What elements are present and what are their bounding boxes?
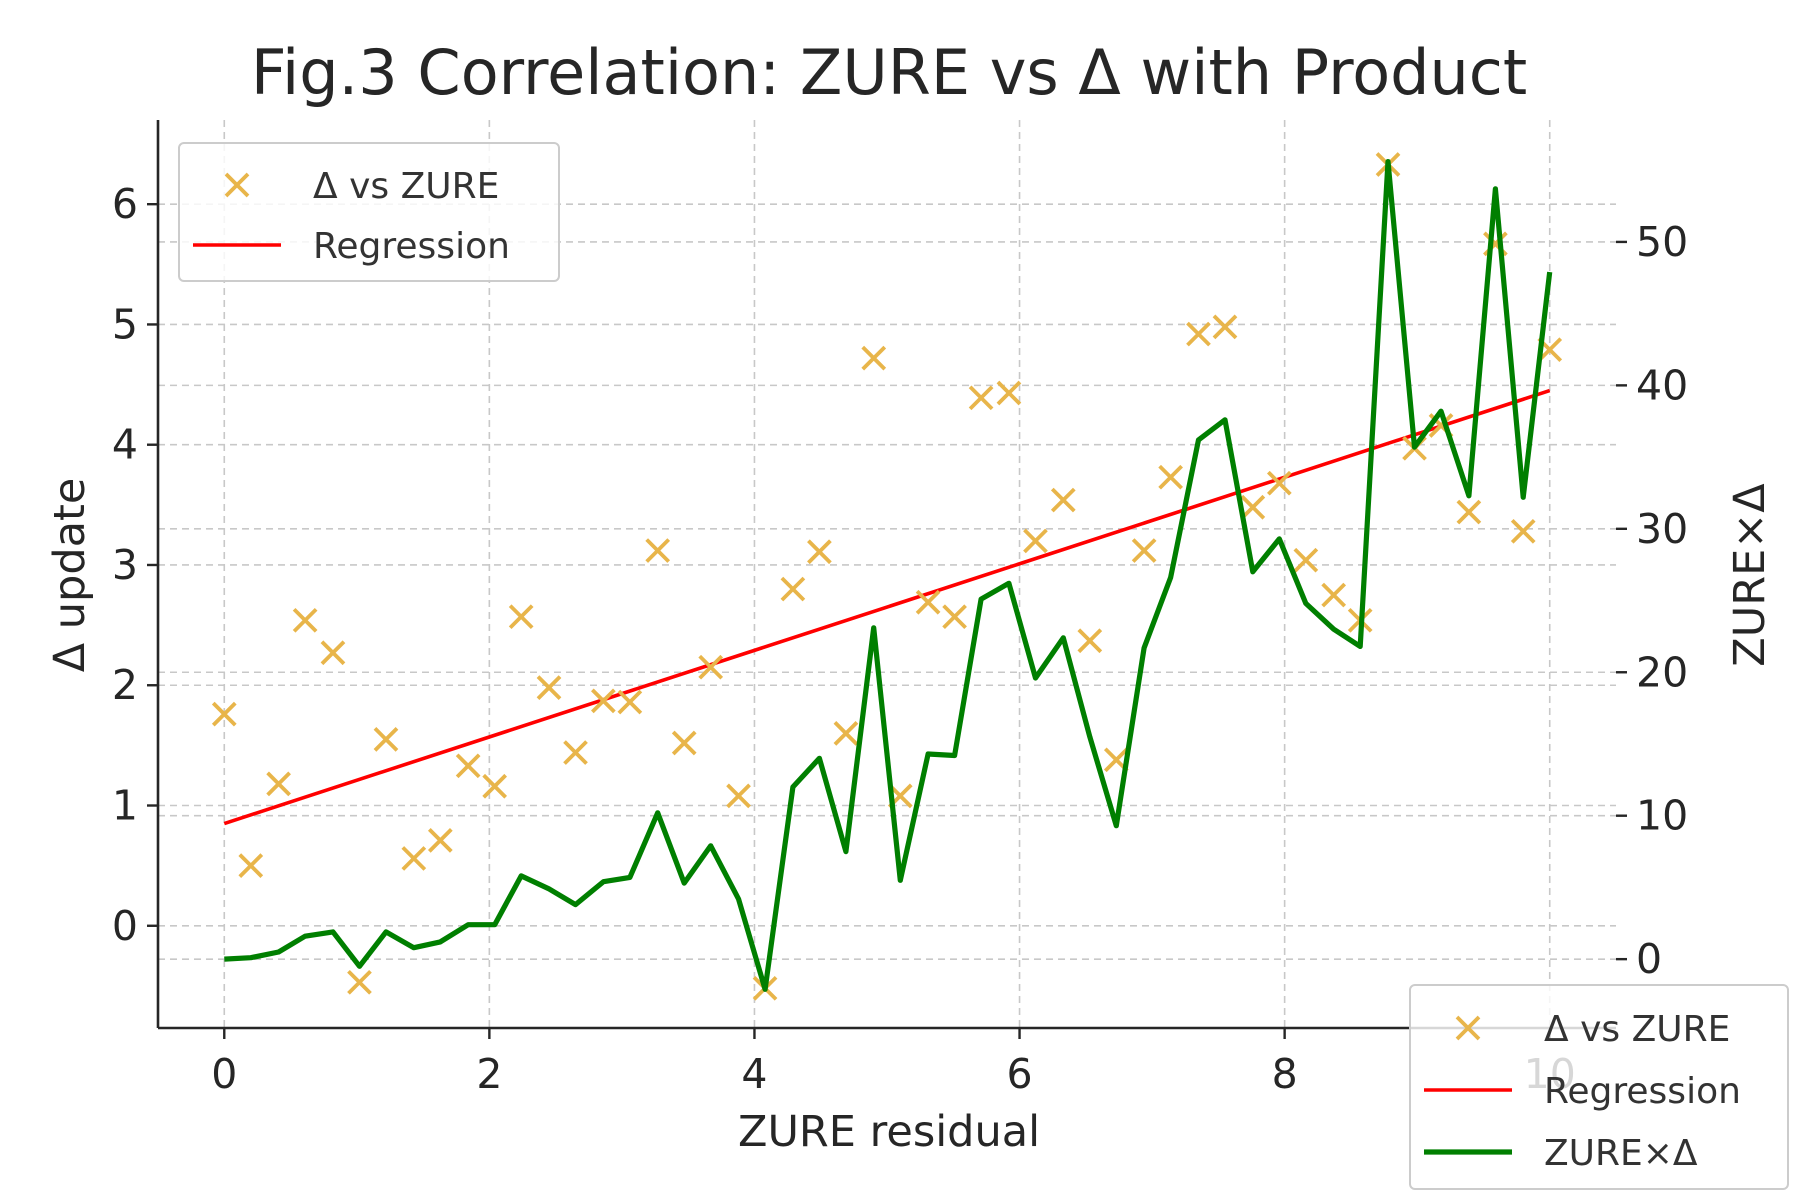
y-tick-label: 3 bbox=[112, 541, 138, 589]
y2-tick-label: 40 bbox=[1636, 361, 1688, 409]
axis-ticks: 0246810012345601020304050 bbox=[112, 180, 1688, 1098]
legend-label: Δ vs ZURE bbox=[313, 166, 499, 207]
scatter-point bbox=[1510, 518, 1536, 544]
scatter-point bbox=[427, 828, 453, 853]
y2-tick-label: 30 bbox=[1636, 505, 1688, 553]
regression-layer bbox=[223, 388, 1551, 826]
scatter-point bbox=[563, 740, 588, 765]
y2-tick-label: 50 bbox=[1636, 218, 1688, 266]
scatter-point bbox=[1321, 582, 1347, 608]
scatter-point bbox=[266, 771, 291, 797]
y-tick-label: 5 bbox=[112, 300, 138, 348]
scatter-point bbox=[1266, 470, 1292, 496]
chart-title: Fig.3 Correlation: ZURE vs Δ with Produc… bbox=[251, 36, 1527, 109]
product-line bbox=[224, 159, 1553, 992]
legend-marker-scatter bbox=[224, 172, 250, 198]
regression-line bbox=[223, 388, 1551, 826]
scatter-point bbox=[536, 675, 562, 700]
legend-label: Regression bbox=[313, 226, 510, 267]
y2-tick-label: 10 bbox=[1636, 792, 1688, 840]
x-tick-label: 0 bbox=[211, 1050, 237, 1098]
scatter-point bbox=[617, 689, 643, 715]
y-tick-label: 2 bbox=[112, 661, 138, 709]
scatter-point bbox=[1077, 628, 1103, 654]
x-axis-label: ZURE residual bbox=[738, 1107, 1040, 1157]
legend-box bbox=[1409, 984, 1789, 1190]
x-tick-label: 4 bbox=[741, 1050, 767, 1098]
scatter-point bbox=[645, 538, 671, 563]
scatter-point bbox=[996, 380, 1022, 406]
scatter-point bbox=[1240, 494, 1266, 520]
scatter-point bbox=[373, 727, 399, 752]
scatter-point bbox=[861, 345, 887, 371]
scatter-point bbox=[482, 773, 508, 799]
scatter-point bbox=[915, 589, 941, 615]
scatter-point bbox=[320, 640, 346, 666]
legend-label: ZURE×Δ bbox=[1544, 1133, 1698, 1174]
scatter-point bbox=[401, 846, 427, 871]
scatter-point bbox=[1456, 499, 1482, 525]
x-tick-label: 6 bbox=[1006, 1050, 1032, 1098]
scatter-point bbox=[1131, 538, 1157, 563]
scatter-point bbox=[238, 853, 264, 878]
scatter-point bbox=[347, 969, 372, 995]
legend-marker-scatter bbox=[1455, 1015, 1481, 1041]
scatter-point bbox=[591, 688, 616, 714]
scatter-point bbox=[508, 604, 534, 630]
scatter-point bbox=[455, 753, 481, 779]
scatter-point bbox=[726, 783, 751, 809]
scatter-point bbox=[671, 730, 697, 756]
product-line-layer bbox=[224, 159, 1553, 992]
scatter-point bbox=[942, 604, 967, 630]
scatter-point bbox=[807, 539, 832, 565]
y-tick-label: 6 bbox=[112, 180, 138, 228]
scatter-point bbox=[1158, 464, 1183, 490]
legend-label: Regression bbox=[1544, 1071, 1741, 1112]
scatter-point bbox=[1293, 547, 1319, 573]
y-axis-label: Δ update bbox=[45, 478, 95, 673]
y-tick-label: 0 bbox=[112, 902, 138, 950]
y-tick-label: 1 bbox=[112, 782, 138, 830]
scatter-point bbox=[833, 721, 859, 746]
scatter-point bbox=[211, 701, 237, 727]
y2-tick-label: 0 bbox=[1636, 935, 1662, 983]
x-tick-label: 2 bbox=[476, 1050, 502, 1098]
legend-upper-left: Δ vs ZURE Regression bbox=[178, 142, 560, 282]
y-tick-label: 4 bbox=[112, 421, 138, 469]
axes-spines bbox=[156, 120, 1616, 1030]
scatter-point bbox=[1186, 321, 1211, 347]
scatter-layer bbox=[211, 152, 1563, 1001]
scatter-point bbox=[292, 607, 318, 633]
scatter-point bbox=[698, 654, 724, 680]
legend-label: Δ vs ZURE bbox=[1544, 1009, 1730, 1050]
scatter-point bbox=[1023, 528, 1048, 554]
scatter-point bbox=[1050, 487, 1076, 513]
y2-axis-label: ZURE×Δ bbox=[1725, 483, 1775, 667]
scatter-point bbox=[968, 385, 994, 411]
legend-lower-right: Δ vs ZURE Regression ZURE×Δ bbox=[1409, 984, 1789, 1190]
x-tick-label: 8 bbox=[1272, 1050, 1298, 1098]
scatter-point bbox=[780, 576, 806, 602]
y2-tick-label: 20 bbox=[1636, 648, 1688, 696]
scatter-point bbox=[1212, 314, 1238, 340]
